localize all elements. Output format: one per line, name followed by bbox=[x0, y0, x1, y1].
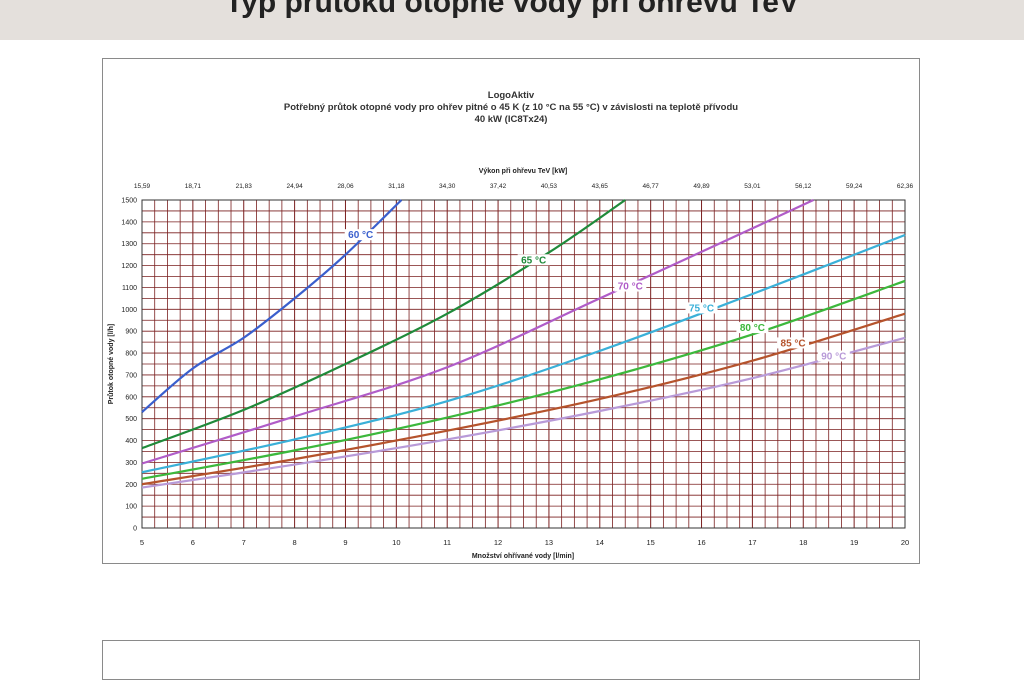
y-tick-label: 1100 bbox=[122, 285, 137, 292]
x2-tick-label: 18,71 bbox=[185, 183, 202, 190]
x-tick-label: 19 bbox=[850, 538, 858, 547]
x2-tick-label: 24,94 bbox=[286, 183, 303, 190]
series-label-5: 85 °C bbox=[781, 338, 806, 349]
chart-subtitle-2: 40 kW (IC8Tx24) bbox=[474, 114, 548, 125]
x2-tick-label: 53,01 bbox=[744, 183, 761, 190]
page-header-band: Typ průtoku otopné vody při ohřevu TeV bbox=[0, 0, 1024, 40]
series-line-2 bbox=[141, 199, 814, 465]
x2-axis-label: Výkon při ohřevu TeV [kW] bbox=[479, 168, 568, 175]
series-line-0 bbox=[141, 199, 403, 413]
x-tick-label: 6 bbox=[191, 538, 195, 547]
x-axis-label: Množství ohřívané vody [l/min] bbox=[472, 553, 574, 560]
series-label-4: 80 °C bbox=[740, 323, 765, 334]
series-label-bg bbox=[614, 280, 647, 292]
series-lines bbox=[141, 199, 906, 489]
y-tick-label: 700 bbox=[125, 372, 137, 379]
x-tick-label: 8 bbox=[293, 538, 297, 547]
grid-lines bbox=[141, 199, 906, 529]
x2-tick-label: 43,65 bbox=[592, 183, 609, 190]
series-line-6 bbox=[141, 336, 906, 489]
x-tick-label: 10 bbox=[392, 538, 400, 547]
x2-tick-label: 46,77 bbox=[643, 183, 660, 190]
tick-labels: 0 100 200 300 400 500 600 700 800 900 1000 1100 1200… bbox=[121, 183, 913, 547]
series-label-6: 90 °C bbox=[821, 352, 846, 363]
y-tick-label: 1300 bbox=[121, 241, 137, 248]
chart-title: LogoAktiv bbox=[487, 90, 535, 101]
x-tick-label: 12 bbox=[494, 538, 502, 547]
x2-tick-label: 59,24 bbox=[846, 183, 863, 190]
y-tick-label: 0 bbox=[133, 526, 137, 533]
plot-border bbox=[141, 199, 906, 529]
next-chart-frame bbox=[102, 640, 920, 680]
y-tick-label: 1000 bbox=[121, 307, 137, 314]
series-line-5 bbox=[141, 312, 906, 486]
series-label-1: 65 °C bbox=[521, 255, 546, 266]
x2-tick-label: 34,30 bbox=[439, 183, 456, 190]
series-label-bg bbox=[817, 350, 850, 362]
y-tick-label: 800 bbox=[125, 351, 137, 358]
x2-tick-label: 28,06 bbox=[337, 183, 354, 190]
series-line-1 bbox=[141, 199, 626, 450]
y-tick-label: 1500 bbox=[121, 198, 137, 205]
x2-tick-label: 21,83 bbox=[236, 183, 253, 190]
page-header-text: Typ průtoku otopné vody při ohřevu TeV bbox=[225, 0, 799, 19]
x-tick-label: 14 bbox=[596, 538, 604, 547]
y-tick-label: 200 bbox=[125, 482, 137, 489]
y-tick-label: 1400 bbox=[121, 219, 137, 226]
series-label-2: 70 °C bbox=[618, 282, 643, 293]
y-tick-label: 900 bbox=[125, 329, 137, 336]
x-tick-label: 7 bbox=[242, 538, 246, 547]
y-axis-label: Průtok otopné vody [l/h] bbox=[107, 324, 115, 405]
series-line-3 bbox=[141, 233, 906, 474]
x-tick-label: 9 bbox=[343, 538, 347, 547]
x2-tick-label: 15,59 bbox=[134, 183, 151, 190]
series-label-bg bbox=[685, 302, 718, 314]
x-tick-label: 11 bbox=[443, 538, 451, 547]
y-tick-label: 100 bbox=[125, 504, 137, 511]
series-labels: 60 °C 65 °C 70 °C 75 °C 80 °C 85 °C 90 °C bbox=[344, 229, 850, 363]
series-label-3: 75 °C bbox=[689, 303, 714, 314]
x2-tick-label: 56,12 bbox=[795, 183, 812, 190]
y-tick-label: 1200 bbox=[121, 263, 137, 270]
x2-tick-label: 40,53 bbox=[541, 183, 558, 190]
series-label-bg bbox=[736, 322, 769, 334]
x2-tick-label: 62,36 bbox=[897, 183, 914, 190]
x-tick-label: 17 bbox=[748, 538, 756, 547]
series-label-bg bbox=[344, 229, 377, 241]
x-tick-label: 20 bbox=[901, 538, 909, 547]
y-tick-label: 500 bbox=[125, 416, 137, 423]
x2-tick-label: 37,42 bbox=[490, 183, 507, 190]
series-label-bg bbox=[517, 254, 550, 266]
series-line-4 bbox=[141, 279, 906, 480]
x-tick-label: 18 bbox=[799, 538, 807, 547]
y-tick-label: 600 bbox=[125, 394, 137, 401]
series-label-0: 60 °C bbox=[348, 230, 373, 241]
x-tick-label: 16 bbox=[697, 538, 705, 547]
line-chart: 0 100 200 300 400 500 600 700 800 900 1000 1100 1200… bbox=[107, 168, 914, 560]
y-tick-label: 300 bbox=[125, 460, 137, 467]
x2-tick-label: 49,89 bbox=[693, 183, 710, 190]
chart-subtitle: Potřebný průtok otopné vody pro ohřev pi… bbox=[283, 102, 739, 113]
x2-tick-label: 31,18 bbox=[388, 183, 405, 190]
x-tick-label: 5 bbox=[140, 538, 144, 547]
x-tick-label: 13 bbox=[545, 538, 553, 547]
y-tick-label: 400 bbox=[125, 438, 137, 445]
series-label-bg bbox=[777, 337, 810, 349]
x-tick-label: 15 bbox=[646, 538, 654, 547]
